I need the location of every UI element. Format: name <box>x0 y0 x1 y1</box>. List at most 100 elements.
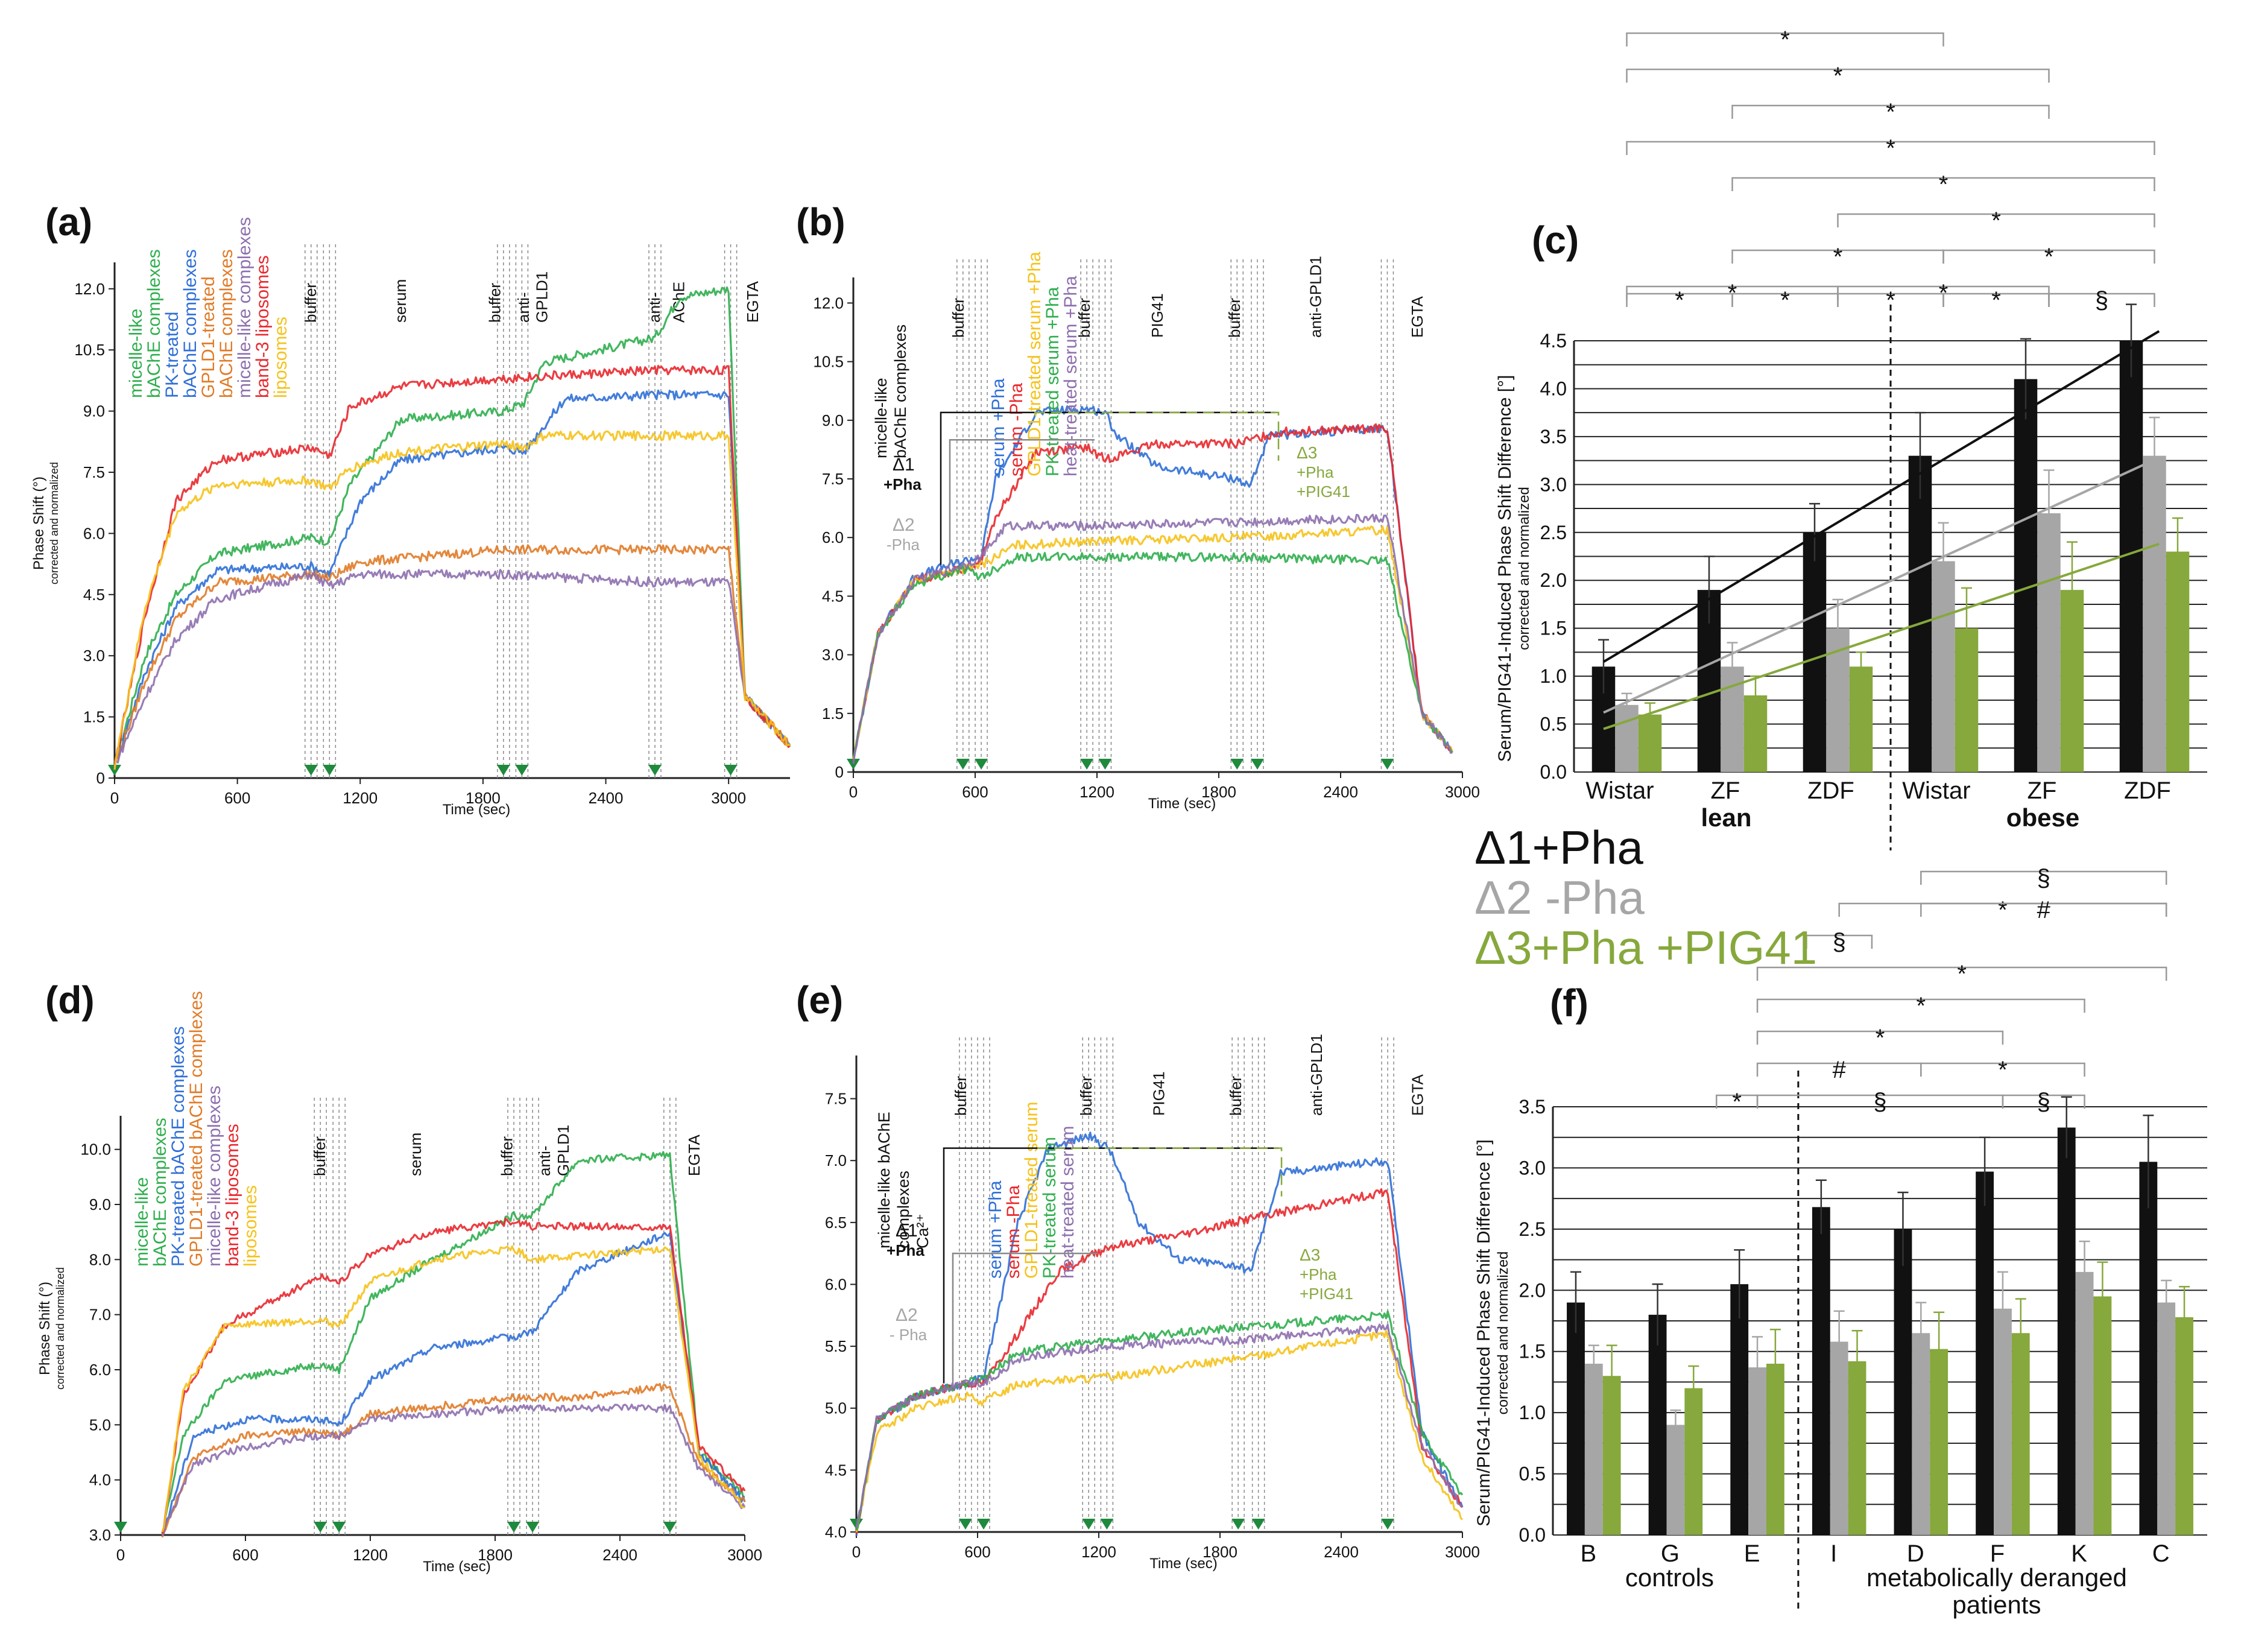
group-label: lean <box>1701 803 1751 832</box>
x-tick-label: 2400 <box>602 1546 637 1564</box>
x-tick-label: 600 <box>964 1543 990 1561</box>
series-line-blue <box>162 1232 746 1533</box>
injection-arrow-icon <box>323 765 337 776</box>
delta2-label: Δ2 <box>893 515 915 535</box>
delta3-label: Δ3 <box>1300 1245 1320 1264</box>
injection-arrow-icon <box>304 765 318 776</box>
panel-f-bar-chart: (f) 0.0 0.5 1.0 1.5 2.0 2.5 3.0 3.5 Serum/PIG41-I… <box>1474 865 2207 1619</box>
significance-bracket <box>1942 249 2155 264</box>
y-tick-label: 9.0 <box>83 402 105 420</box>
x-tick-label: 1200 <box>1081 1543 1116 1561</box>
legend-entry-delta2: Δ2 -Pha <box>1474 871 1645 924</box>
significance-marker: * <box>1833 244 1843 270</box>
event-label: GPLD1 <box>533 271 551 323</box>
x-tick-label: 1800 <box>478 1546 513 1564</box>
legend-entry: serum +Pha <box>988 378 1008 476</box>
injection-arrow-icon <box>1080 759 1094 770</box>
legend-entry: micelle-like complexes <box>204 1086 224 1267</box>
category-label: Wistar <box>1902 777 1970 804</box>
legend-entry: bAChE complexes <box>180 249 200 398</box>
legend-entry: PK-treated serum +Pha <box>1043 286 1063 476</box>
y-tick-label: 2.0 <box>1540 569 1567 591</box>
x-tick-label: 0 <box>116 1546 125 1564</box>
x-axis-label: Time (sec) <box>423 1559 490 1575</box>
y-tick-label: 0 <box>835 763 844 781</box>
category-label: I <box>1830 1540 1837 1567</box>
legend-entry: band-3 liposomes <box>223 1124 242 1267</box>
trendline-grey <box>1603 457 2160 714</box>
significance-marker: * <box>1876 1025 1885 1051</box>
panel-e-line-chart: (e) 4.0 4.5 5.0 5.5 6.0 6.5 7.0 7.5 0 600 1200 1800 2… <box>796 978 1480 1572</box>
event-label: anti- <box>536 1145 554 1176</box>
delta1-label: Δ1 <box>893 455 915 475</box>
significance-marker: * <box>1833 63 1843 89</box>
legend-entry: liposomes <box>241 1185 261 1267</box>
x-tick-label: 3000 <box>727 1546 762 1564</box>
delta3-label: Δ3 <box>1297 443 1317 462</box>
injection-arrow-icon <box>496 765 510 776</box>
significance-marker: # <box>1833 1057 1847 1083</box>
y-axis-label: Serum/PIG41-Induced Phase Shift Differen… <box>1474 1139 1494 1527</box>
panel-label: (f) <box>1550 981 1588 1025</box>
significance-bracket <box>1920 1062 2085 1077</box>
panel-label: (e) <box>796 978 843 1022</box>
delta1-sub: +Pha <box>887 1241 924 1259</box>
injection-arrow-icon <box>958 1519 972 1530</box>
y-axis-label: Serum/PIG41-Induced Phase Shift Differen… <box>1495 375 1515 762</box>
x-tick-label: 3000 <box>711 789 746 807</box>
category-label: ZDF <box>2124 777 2171 804</box>
series-line-red <box>161 1217 746 1534</box>
panel-d-line-chart: (d) 3.0 4.0 5.0 6.0 7.0 8.0 9.0 10.0 0 600 1200 1800… <box>37 978 762 1575</box>
significance-marker: § <box>2037 865 2050 891</box>
series-line-orange <box>113 544 791 768</box>
event-label: buffer <box>498 1136 516 1176</box>
injection-arrow-icon <box>1082 1519 1096 1530</box>
event-label: anti- <box>514 292 533 323</box>
bar-black <box>1976 1171 1994 1535</box>
series-line-red <box>113 364 791 764</box>
y-tick-label: 4.0 <box>1540 378 1567 399</box>
injection-arrow-icon <box>1251 1519 1265 1530</box>
panel-label: (c) <box>1532 218 1579 262</box>
legend-entry: serum -Pha <box>1007 383 1026 476</box>
bar-olive <box>2166 551 2190 772</box>
significance-bracket <box>1756 1030 2004 1045</box>
y-tick-label: 4.5 <box>822 587 844 605</box>
category-label: C <box>2152 1540 2170 1567</box>
y-tick-label: 7.5 <box>822 470 844 488</box>
y-tick-label: 0.0 <box>1540 761 1567 783</box>
significance-bracket <box>1626 141 2155 155</box>
significance-marker: * <box>1886 287 1895 314</box>
y-tick-label: 3.0 <box>89 1526 111 1544</box>
significance-marker: * <box>1957 961 1967 987</box>
significance-bracket <box>1920 902 2167 917</box>
series-line-blue <box>113 389 791 770</box>
y-tick-label: 1.0 <box>1519 1402 1546 1423</box>
significance-bracket <box>1731 104 2050 119</box>
x-tick-label: 1200 <box>343 789 378 807</box>
y-axis-sublabel: corrected and normalized <box>54 1267 66 1390</box>
bar-olive <box>1849 666 1873 772</box>
bar-grey <box>1666 1425 1685 1535</box>
significance-marker: * <box>1780 27 1790 53</box>
significance-marker: * <box>1939 171 1948 198</box>
x-axis-label: Time (sec) <box>1149 1555 1217 1572</box>
y-tick-label: 0.5 <box>1519 1463 1546 1485</box>
event-label: EGTA <box>1408 1074 1426 1116</box>
delta1-bracket <box>940 411 1275 565</box>
event-label: EGTA <box>1408 296 1426 338</box>
legend-entry: serum -Pha <box>1003 1185 1023 1279</box>
significance-bracket <box>1837 213 2155 227</box>
bar-black <box>1567 1302 1585 1535</box>
series-line-purple <box>113 569 791 765</box>
legend-entry: GPLD1-treated bAChE complexes <box>186 991 206 1267</box>
event-label: buffer <box>1227 1076 1245 1116</box>
x-tick-label: 3000 <box>1445 783 1480 801</box>
significance-marker: * <box>2044 244 2054 270</box>
panel-a-line-chart: (a) 0 1.5 3.0 4.5 6.0 7.5 9.0 10.5 12.0 0 600 1200 18… <box>31 200 791 818</box>
x-tick-label: 1800 <box>1201 783 1236 801</box>
event-label: buffer <box>1225 298 1244 338</box>
y-tick-label: 0 <box>96 769 105 787</box>
side-label: micelle-like <box>872 378 890 458</box>
y-tick-label: 6.0 <box>825 1275 847 1293</box>
